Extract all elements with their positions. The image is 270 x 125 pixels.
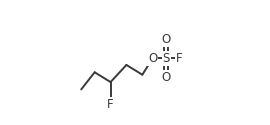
Text: F: F bbox=[176, 52, 183, 65]
Text: O: O bbox=[161, 33, 171, 46]
Text: O: O bbox=[148, 52, 157, 65]
Text: S: S bbox=[163, 52, 170, 65]
Text: F: F bbox=[107, 98, 114, 110]
Text: O: O bbox=[161, 71, 171, 84]
